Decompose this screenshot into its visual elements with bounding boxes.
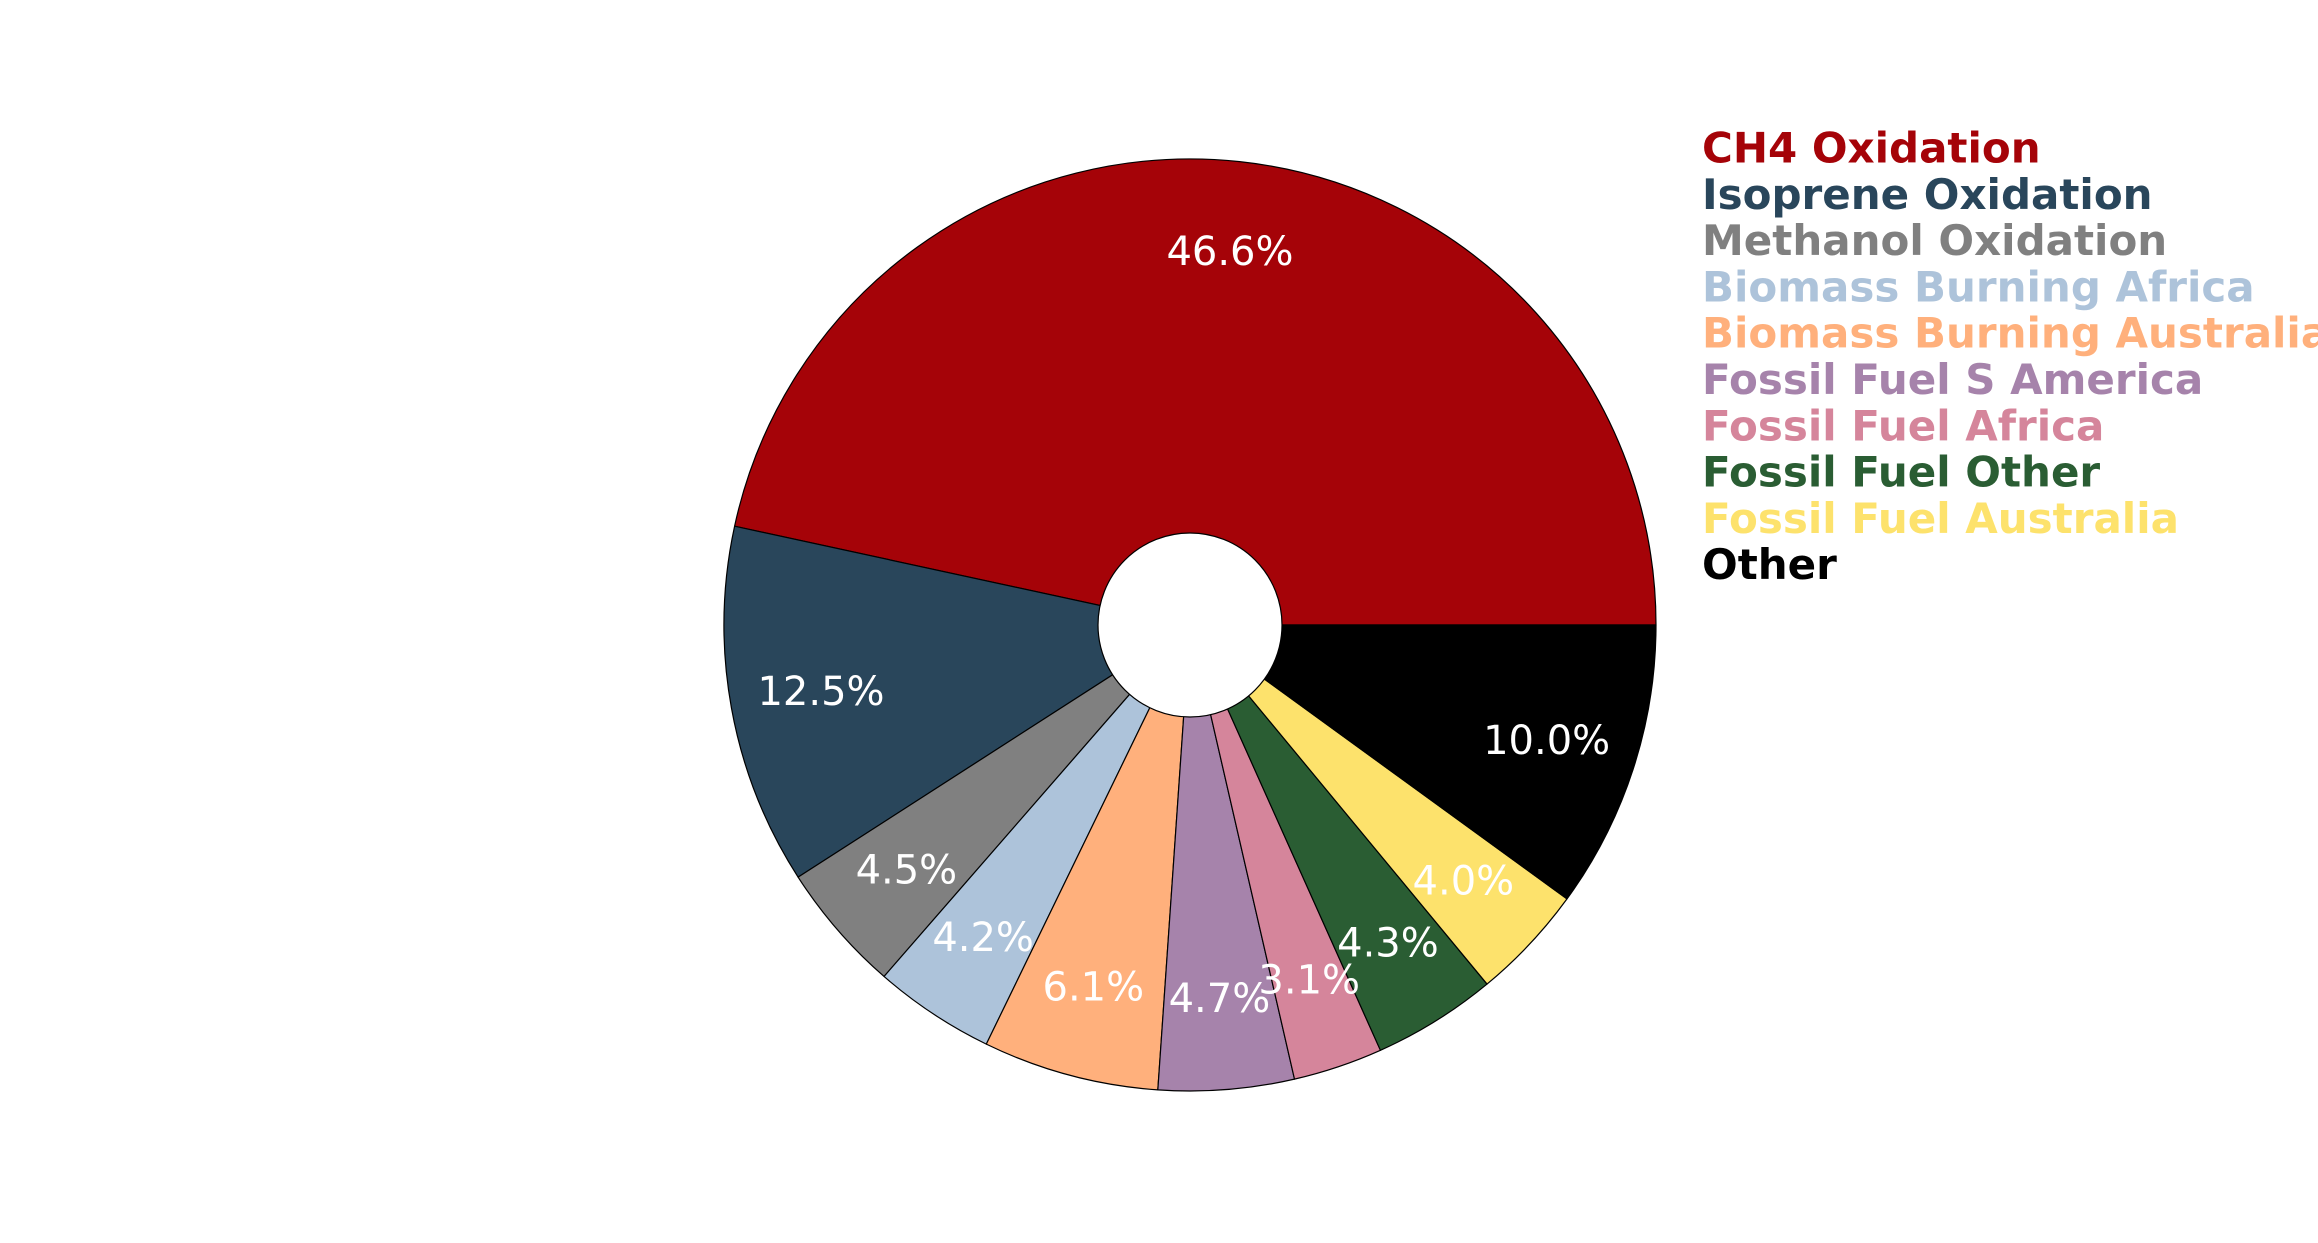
slice-label-biomass-burning-africa: 4.2% xyxy=(932,915,1034,961)
slice-label-ch4-oxidation: 46.6% xyxy=(1166,229,1293,275)
slice-label-methanol-oxidation: 4.5% xyxy=(856,847,958,893)
legend-entry-fossil-fuel-s-america: Fossil Fuel S America xyxy=(1702,355,2203,404)
legend-entry-isoprene-oxidation: Isoprene Oxidation xyxy=(1702,170,2153,219)
slice-label-other: 10.0% xyxy=(1483,718,1610,764)
slice-other xyxy=(1189,624,1657,900)
legend-entry-fossil-fuel-other: Fossil Fuel Other xyxy=(1702,448,2100,497)
slice-label-biomass-burning-australia: 6.1% xyxy=(1043,964,1145,1010)
legend-entry-biomass-burning-africa: Biomass Burning Africa xyxy=(1702,262,2255,311)
legend-entry-other: Other xyxy=(1702,540,1837,589)
slice-biomass-burning-australia xyxy=(985,624,1191,1091)
legend-entry-fossil-fuel-australia: Fossil Fuel Australia xyxy=(1702,494,2179,543)
slice-labels: 46.6% 12.5% 4.5% 4.2%6.1% 4.7%3.1%4.3% 4.0% 10… xyxy=(757,229,1610,1022)
slice-ch4-oxidation xyxy=(733,158,1657,626)
slice-isoprene-oxidation xyxy=(723,525,1191,878)
donut-hole xyxy=(1097,532,1283,718)
slice-label-fossil-fuel-s-america: 4.7% xyxy=(1169,976,1271,1022)
pie-slices xyxy=(723,158,1657,1092)
slice-label-isoprene-oxidation: 12.5% xyxy=(757,669,884,715)
legend-entry-ch4-oxidation: CH4 Oxidation xyxy=(1702,124,2041,173)
slice-label-fossil-fuel-africa: 3.1% xyxy=(1258,958,1360,1004)
slice-label-fossil-fuel-other: 4.3% xyxy=(1337,921,1439,967)
slice-label-fossil-fuel-australia: 4.0% xyxy=(1413,859,1515,905)
legend-entry-fossil-fuel-africa: Fossil Fuel Africa xyxy=(1702,401,2104,450)
legend-entry-biomass-burning-australia: Biomass Burning Australia xyxy=(1702,309,2318,358)
legend-entry-methanol-oxidation: Methanol Oxidation xyxy=(1702,216,2167,265)
